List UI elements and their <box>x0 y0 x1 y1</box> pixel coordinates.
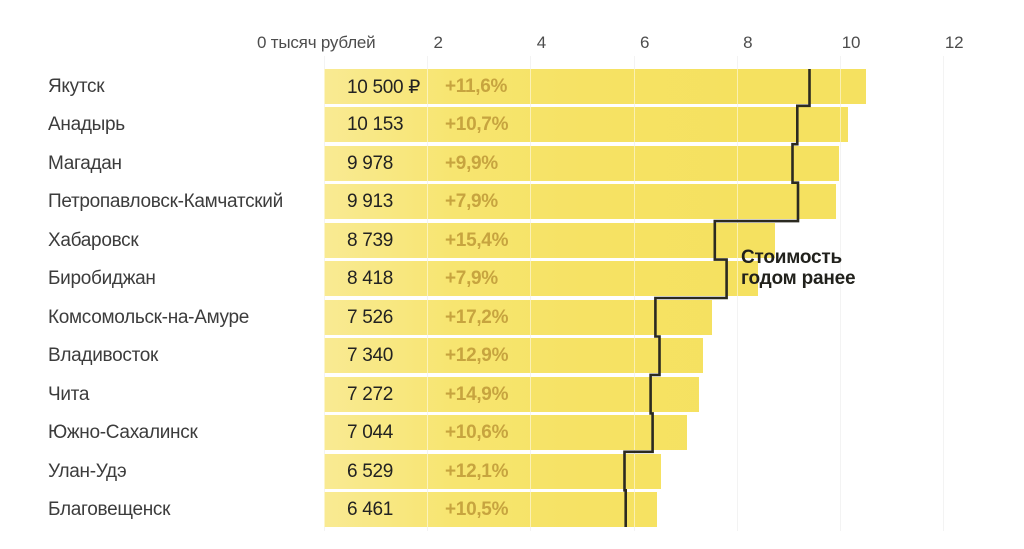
gridline-8 <box>737 56 738 531</box>
pct-change-label: +10,5% <box>445 498 509 520</box>
pct-change-label: +12,9% <box>445 345 509 367</box>
prev-year-annotation: Стоимость годом ранее <box>741 247 856 289</box>
gridline-2 <box>427 56 428 531</box>
city-label: Чита <box>48 383 90 405</box>
city-label: Комсомольск-на-Амуре <box>48 306 250 328</box>
pct-change-label: +12,1% <box>445 460 509 482</box>
city-label: Южно-Сахалинск <box>48 422 198 444</box>
city-label: Хабаровск <box>48 229 139 251</box>
pct-change-label: +15,4% <box>445 229 509 251</box>
value-label: 7 526 <box>347 306 394 328</box>
value-label: 8 739 <box>347 229 394 251</box>
city-label: Биробиджан <box>48 268 156 290</box>
city-label: Петропавловск-Камчатский <box>48 191 283 213</box>
city-label: Якутск <box>48 76 105 97</box>
value-label: 9 978 <box>347 152 394 174</box>
value-label: 6 529 <box>347 460 394 482</box>
pct-change-label: +14,9% <box>445 383 509 405</box>
city-label: Благовещенск <box>48 498 171 520</box>
x-axis-tick-12: 12 <box>944 33 964 52</box>
pct-change-label: +17,2% <box>445 306 509 328</box>
x-axis-tick-8: 8 <box>743 33 753 52</box>
value-label: 7 340 <box>347 345 394 367</box>
pct-change-label: +7,9% <box>445 191 498 213</box>
pct-change-label: +9,9% <box>445 152 498 174</box>
x-axis-zero-label: 0 тысяч рублей <box>257 33 376 52</box>
value-label: 7 044 <box>347 422 394 444</box>
value-label: 8 418 <box>347 268 394 290</box>
value-label: 10 500 ₽ <box>347 77 421 98</box>
gridline-0 <box>324 56 325 531</box>
bar-Магадан <box>324 145 839 181</box>
city-label: Анадырь <box>48 114 125 136</box>
city-label: Улан-Удэ <box>48 460 127 482</box>
pct-change-label: +11,6% <box>445 76 508 97</box>
gridline-6 <box>634 56 635 531</box>
x-axis-tick-10: 10 <box>841 33 861 52</box>
x-axis-tick-2: 2 <box>433 33 443 52</box>
pct-change-label: +10,6% <box>445 422 509 444</box>
gridline-4 <box>530 56 531 531</box>
bar-Благовещенск <box>324 491 658 527</box>
gridline-10 <box>840 56 841 531</box>
city-label: Владивосток <box>48 345 159 367</box>
x-axis-tick-4: 4 <box>536 33 547 52</box>
value-label: 6 461 <box>347 498 394 520</box>
value-label: 10 153 <box>347 114 404 136</box>
pct-change-label: +7,9% <box>445 268 498 290</box>
value-label: 9 913 <box>347 191 394 213</box>
bar-Улан-Удэ <box>324 453 661 489</box>
city-label: Магадан <box>48 152 122 174</box>
x-axis-tick-6: 6 <box>639 33 650 52</box>
pct-change-label: +10,7% <box>445 114 509 136</box>
gridline-12 <box>943 56 944 531</box>
value-label: 7 272 <box>347 383 394 405</box>
bar-Петропавловск-Камчатский <box>324 184 836 220</box>
